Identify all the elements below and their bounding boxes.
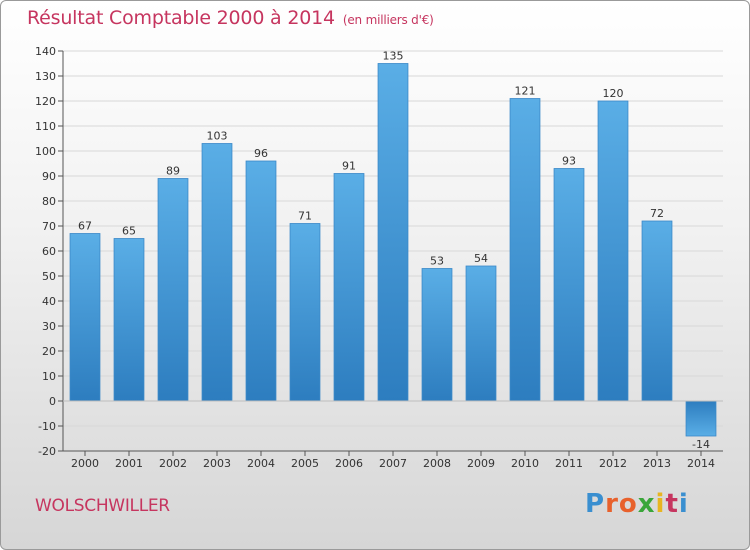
x-tick-label: 2007 <box>379 457 407 470</box>
bar-2009 <box>465 265 497 402</box>
x-tick-label: 2003 <box>203 457 231 470</box>
bar-2000 <box>69 233 101 402</box>
y-tick-label: 50 <box>42 270 56 283</box>
bar-2004 <box>245 160 277 402</box>
x-tick-label: 2011 <box>555 457 583 470</box>
x-tick-label: 2004 <box>247 457 275 470</box>
y-tick-label: 40 <box>42 295 56 308</box>
y-tick-label: 0 <box>49 395 56 408</box>
data-label-2004: 96 <box>254 147 268 160</box>
data-label-2007: 135 <box>383 50 404 63</box>
bar-2002 <box>157 178 189 402</box>
bar-2006 <box>333 173 365 402</box>
data-label-2009: 54 <box>474 252 488 265</box>
data-label-2005: 71 <box>298 210 312 223</box>
bar-2003 <box>201 143 233 402</box>
chart-subtitle: (en milliers d'€) <box>342 13 434 27</box>
x-tick-label: 2006 <box>335 457 363 470</box>
bar-2001 <box>113 238 145 402</box>
bar-2013 <box>641 220 673 402</box>
y-tick-label: 20 <box>42 345 56 358</box>
data-label-2003: 103 <box>207 130 228 143</box>
logo-letter: i <box>678 489 689 519</box>
x-tick-label: 2013 <box>643 457 671 470</box>
chart-title: Résultat Comptable 2000 à 2014 (en millie… <box>27 7 434 29</box>
logo-letter: i <box>655 489 666 519</box>
data-label-2014: -14 <box>692 438 710 451</box>
y-tick-label: 60 <box>42 245 56 258</box>
logo-letter: P <box>585 489 606 519</box>
commune-name: WOLSCHWILLER <box>35 496 170 516</box>
x-tick-label: 2002 <box>159 457 187 470</box>
data-label-2012: 120 <box>603 87 624 100</box>
x-tick-label: 2000 <box>71 457 99 470</box>
x-tick-label: 2012 <box>599 457 627 470</box>
data-label-2001: 65 <box>122 225 136 238</box>
y-tick-label: 120 <box>35 95 56 108</box>
data-label-2000: 67 <box>78 220 92 233</box>
logo-letter: o <box>618 489 638 519</box>
y-tick-label: 10 <box>42 370 56 383</box>
bar-2012 <box>597 100 629 402</box>
data-label-2006: 91 <box>342 160 356 173</box>
data-label-2008: 53 <box>430 255 444 268</box>
y-tick-label: -20 <box>38 445 56 458</box>
logo-letter: r <box>605 489 619 519</box>
chart-title-text: Résultat Comptable 2000 à 2014 <box>27 7 335 29</box>
y-tick-label: 30 <box>42 320 56 333</box>
x-tick-label: 2010 <box>511 457 539 470</box>
y-tick-label: 70 <box>42 220 56 233</box>
y-tick-label: 90 <box>42 170 56 183</box>
y-tick-label: 110 <box>35 120 56 133</box>
data-label-2011: 93 <box>562 155 576 168</box>
data-label-2013: 72 <box>650 207 664 220</box>
x-tick-label: 2014 <box>687 457 715 470</box>
bar-2007 <box>377 63 409 402</box>
y-tick-label: 130 <box>35 70 56 83</box>
proxiti-logo: Proxiti <box>585 489 689 519</box>
y-tick-label: 140 <box>35 45 56 58</box>
y-tick-label: 100 <box>35 145 56 158</box>
bar-2005 <box>289 223 321 402</box>
bar-2011 <box>553 168 585 402</box>
x-tick-label: 2008 <box>423 457 451 470</box>
data-label-2010: 121 <box>515 85 536 98</box>
data-label-2002: 89 <box>166 165 180 178</box>
x-tick-label: 2009 <box>467 457 495 470</box>
x-tick-label: 2001 <box>115 457 143 470</box>
logo-letter: x <box>637 489 656 519</box>
logo-letter: t <box>665 489 679 519</box>
bar-2014 <box>685 400 717 437</box>
y-tick-label: -10 <box>38 420 56 433</box>
x-tick-label: 2005 <box>291 457 319 470</box>
bar-2010 <box>509 98 541 402</box>
bar-2008 <box>421 268 453 402</box>
y-tick-label: 80 <box>42 195 56 208</box>
